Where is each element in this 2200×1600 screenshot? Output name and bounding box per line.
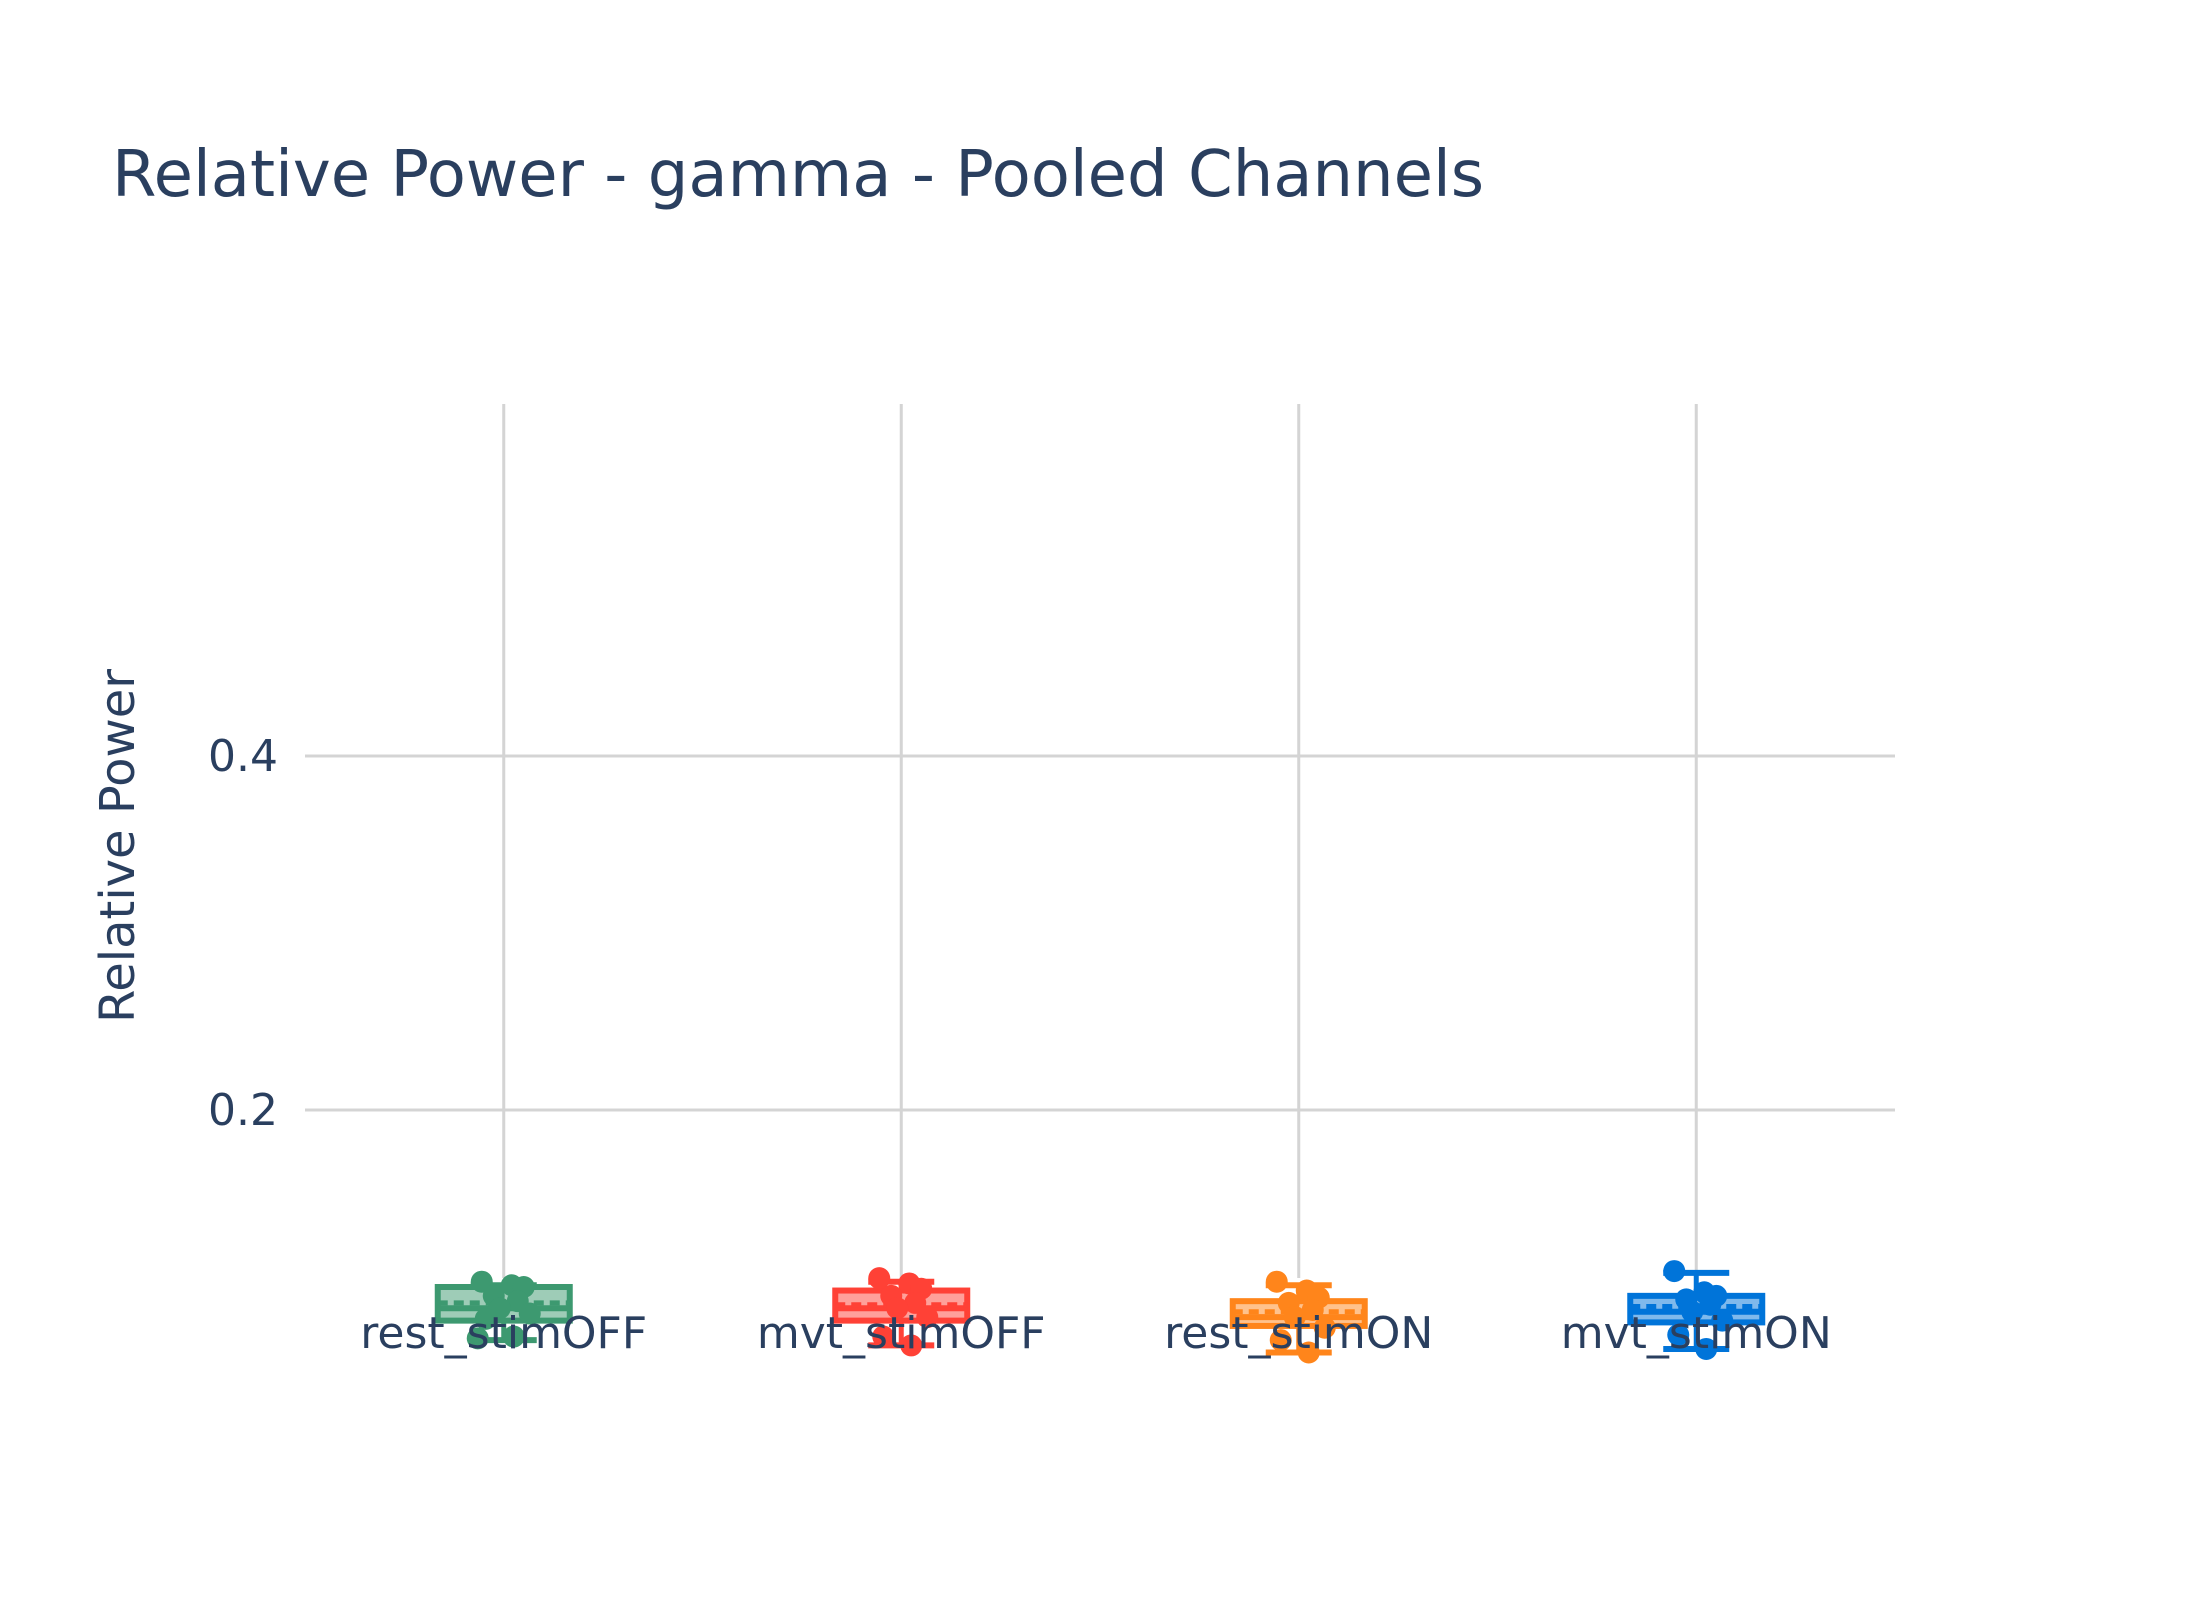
data-point [502, 1325, 525, 1348]
data-point [868, 1267, 891, 1290]
data-point [1681, 1300, 1704, 1323]
chart-title: Relative Power - gamma - Pooled Channels [112, 138, 1485, 212]
data-point [1265, 1270, 1288, 1293]
data-point [886, 1297, 909, 1320]
data-point [474, 1307, 497, 1330]
data-point [1699, 1293, 1722, 1316]
box-group-rest_stimON [1229, 1270, 1368, 1364]
data-point [916, 1306, 939, 1329]
data-point [872, 1325, 895, 1348]
box-layer [434, 1260, 1766, 1364]
tick-layer: 0.2 0.4 rest_stimOFF mvt_stimOFF rest_stimON… [208, 731, 1832, 1359]
y-tick-label: 0.2 [208, 1085, 278, 1136]
data-point [1695, 1337, 1718, 1360]
data-point [1269, 1329, 1292, 1352]
data-point [1313, 1316, 1336, 1339]
x-tick-label: rest_stimOFF [360, 1308, 647, 1359]
box-group-rest_stimOFF [434, 1270, 573, 1350]
grid-layer [305, 404, 1895, 1278]
y-tick-label: 0.4 [208, 731, 278, 782]
data-point [466, 1327, 489, 1350]
data-point [1711, 1309, 1734, 1332]
data-point [1297, 1341, 1320, 1364]
box-group-mvt_stimON [1627, 1260, 1766, 1360]
box-group-mvt_stimOFF [832, 1267, 971, 1357]
data-point [1283, 1306, 1306, 1329]
data-point [1301, 1299, 1324, 1322]
data-point [1667, 1323, 1690, 1346]
x-tick-label: mvt_stimOFF [757, 1308, 1046, 1359]
x-tick-label: mvt_stimON [1561, 1308, 1832, 1359]
x-tick-label: rest_stimON [1164, 1308, 1433, 1359]
data-point [1663, 1260, 1686, 1283]
data-point [900, 1334, 923, 1357]
data-point [518, 1302, 541, 1325]
